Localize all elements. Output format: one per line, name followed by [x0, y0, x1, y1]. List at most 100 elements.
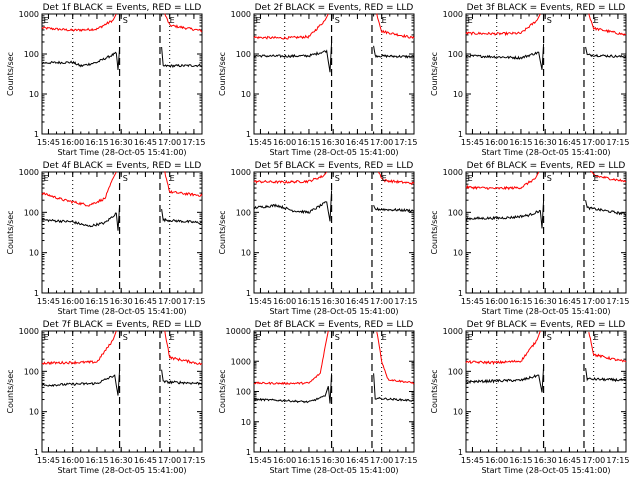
- marker-annotation: E: [594, 174, 599, 183]
- x-tick-label: 16:45: [346, 138, 369, 147]
- marker-annotation: S: [123, 333, 128, 342]
- x-tick-label: 16:15: [509, 138, 532, 147]
- events-series-line-after: [161, 209, 203, 225]
- y-tick-label: 10: [453, 408, 463, 417]
- x-tick-label: 15:45: [249, 456, 272, 465]
- chart-title: Det 3f BLACK = Events, RED = LLD: [467, 3, 626, 13]
- x-tick-label: 16:45: [346, 456, 369, 465]
- y-tick-label: 1: [246, 130, 251, 139]
- marker-annotation: E: [594, 16, 599, 25]
- x-tick-label: 16:45: [134, 297, 157, 306]
- events-series-line-after: [373, 373, 415, 402]
- lld-series-line: [253, 13, 329, 40]
- y-tick-label: 1000: [19, 327, 39, 336]
- marker-annotation: S: [547, 174, 552, 183]
- x-axis-label: Start Time (28-Oct-05 15:41:00): [481, 148, 610, 157]
- y-tick-label: 1: [34, 289, 39, 298]
- lld-series-line-after: [376, 13, 415, 40]
- x-tick-label: 17:00: [158, 297, 181, 306]
- lld-series-line-after: [377, 171, 415, 186]
- events-series-line-after: [585, 46, 627, 59]
- lld-series-line-after: [588, 13, 627, 36]
- chart-title: Det 9f BLACK = Events, RED = LLD: [467, 320, 626, 330]
- marker-annotation: E: [256, 333, 261, 342]
- chart-panel-2: Det 2f BLACK = Events, RED = LLD Counts/s…: [218, 3, 417, 157]
- x-tick-label: 15:45: [37, 456, 60, 465]
- lld-series-line: [465, 171, 540, 191]
- marker-annotation: E: [44, 333, 49, 342]
- y-axis-label: Counts/sec: [218, 369, 227, 413]
- events-series-line: [253, 41, 333, 73]
- x-axis-label: Start Time (28-Oct-05 15:41:00): [57, 148, 186, 157]
- x-axis-label: Start Time (28-Oct-05 15:41:00): [57, 307, 186, 316]
- x-tick-label: 17:15: [606, 138, 629, 147]
- chart-title: Det 1f BLACK = Events, RED = LLD: [43, 3, 202, 13]
- plot-frame: [253, 13, 415, 135]
- y-tick-label: 100: [236, 388, 251, 397]
- x-tick-label: 16:45: [134, 456, 157, 465]
- x-tick-label: 16:15: [297, 138, 320, 147]
- x-tick-label: 16:15: [509, 456, 532, 465]
- y-tick-label: 10: [241, 249, 251, 258]
- plot-frame: [465, 13, 627, 135]
- chart-title: Det 5f BLACK = Events, RED = LLD: [255, 161, 414, 171]
- y-axis-label: Counts/sec: [430, 210, 439, 254]
- x-axis-label: Start Time (28-Oct-05 15:41:00): [269, 307, 398, 316]
- chart-panel-3: Det 3f BLACK = Events, RED = LLD Counts/s…: [430, 3, 629, 157]
- y-tick-label: 10: [29, 90, 39, 99]
- marker-annotation: E: [468, 333, 473, 342]
- y-tick-label: 100: [448, 367, 463, 376]
- y-axis-label: Counts/sec: [430, 52, 439, 96]
- plot-frame: [253, 171, 415, 294]
- lld-series-line: [41, 13, 117, 32]
- events-series-line-after: [161, 369, 203, 386]
- lld-series-line-after: [590, 170, 627, 183]
- marker-annotation: S: [123, 16, 128, 25]
- y-tick-label: 1000: [443, 168, 463, 177]
- chart-title: Det 8f BLACK = Events, RED = LLD: [255, 320, 414, 330]
- x-tick-label: 16:15: [297, 456, 320, 465]
- y-tick-label: 1: [246, 289, 251, 298]
- y-tick-label: 1000: [443, 327, 463, 336]
- x-tick-label: 16:45: [558, 297, 581, 306]
- y-tick-label: 1000: [231, 168, 251, 177]
- x-tick-label: 16:45: [558, 138, 581, 147]
- x-tick-label: 17:00: [158, 456, 181, 465]
- y-tick-label: 1000: [231, 357, 251, 366]
- x-axis-label: Start Time (28-Oct-05 15:41:00): [481, 307, 610, 316]
- x-tick-label: 16:00: [273, 297, 296, 306]
- y-tick-label: 100: [24, 367, 39, 376]
- y-axis-label: Counts/sec: [218, 52, 227, 96]
- x-tick-label: 17:00: [582, 297, 605, 306]
- x-tick-label: 15:45: [37, 297, 60, 306]
- x-tick-label: 17:15: [182, 138, 205, 147]
- events-series-line: [466, 366, 545, 393]
- chart-panel-6: Det 6f BLACK = Events, RED = LLD Counts/s…: [430, 161, 629, 316]
- events-series-line: [41, 369, 121, 396]
- y-axis-label: Counts/sec: [6, 52, 15, 96]
- lld-series-line-after: [164, 330, 203, 366]
- y-tick-label: 10: [453, 249, 463, 258]
- marker-annotation: S: [547, 16, 552, 25]
- events-series-line-after: [161, 46, 203, 69]
- y-tick-label: 100: [236, 50, 251, 59]
- marker-annotation: E: [44, 16, 49, 25]
- x-tick-label: 16:15: [509, 297, 532, 306]
- events-series-line: [465, 43, 545, 70]
- x-tick-label: 16:30: [534, 297, 557, 306]
- y-axis-label: Counts/sec: [430, 369, 439, 413]
- x-tick-label: 16:30: [322, 297, 345, 306]
- lld-series-line: [41, 171, 117, 207]
- marker-annotation: E: [256, 16, 261, 25]
- x-tick-label: 16:15: [297, 297, 320, 306]
- x-tick-label: 16:15: [85, 297, 108, 306]
- chart-panel-7: Det 7f BLACK = Events, RED = LLD Counts/s…: [6, 320, 205, 475]
- lld-series-line: [253, 171, 328, 185]
- lld-series-line-after: [164, 13, 203, 33]
- x-tick-label: 16:30: [110, 297, 133, 306]
- x-tick-label: 16:15: [85, 456, 108, 465]
- chart-title: Det 2f BLACK = Events, RED = LLD: [255, 3, 414, 13]
- x-tick-label: 17:00: [582, 138, 605, 147]
- x-tick-label: 15:45: [37, 138, 60, 147]
